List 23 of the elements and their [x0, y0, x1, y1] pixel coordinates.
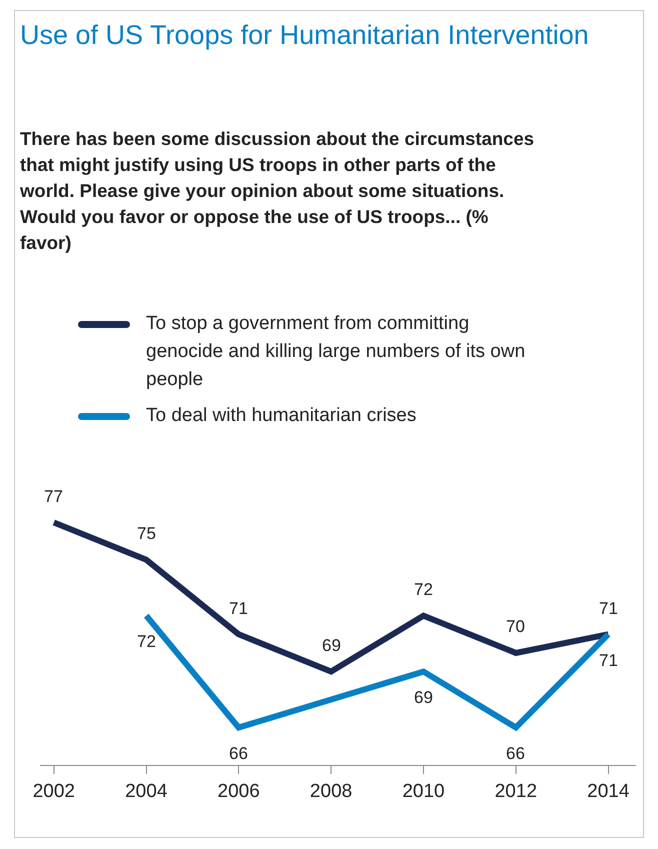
- data-label: 71: [599, 651, 618, 670]
- x-tick-label: 2006: [218, 780, 260, 802]
- data-label: 71: [229, 599, 248, 618]
- data-label: 77: [44, 487, 63, 506]
- data-label: 66: [229, 744, 248, 763]
- x-tick-label: 2004: [125, 780, 168, 802]
- data-label: 72: [414, 580, 433, 599]
- x-tick-label: 2010: [402, 780, 445, 802]
- x-tick-label: 2008: [310, 780, 352, 802]
- data-label: 71: [599, 599, 618, 618]
- x-tick-label: 2014: [587, 780, 630, 802]
- chart-subtitle: There has been some discussion about the circumstances that might justify using US troops in other parts of the world. Please give your opinion about some situations. Would you favor or oppose the use of US troops... (% favor): [20, 127, 536, 255]
- data-label: 69: [414, 688, 433, 707]
- legend-label: To deal with humanitarian crises: [146, 404, 416, 428]
- data-label: 70: [506, 617, 525, 636]
- x-tick-label: 2012: [494, 780, 538, 802]
- data-label: 72: [137, 632, 156, 651]
- legend-label: To stop a government from committing genocide and killing large numbers of its own people: [146, 312, 526, 392]
- data-label: 66: [506, 744, 525, 763]
- chart-title: Use of US Troops for Humanitarian Intervention: [20, 19, 590, 52]
- data-label: 75: [137, 524, 156, 543]
- data-label: 69: [322, 636, 341, 655]
- x-tick-label: 2002: [32, 780, 75, 802]
